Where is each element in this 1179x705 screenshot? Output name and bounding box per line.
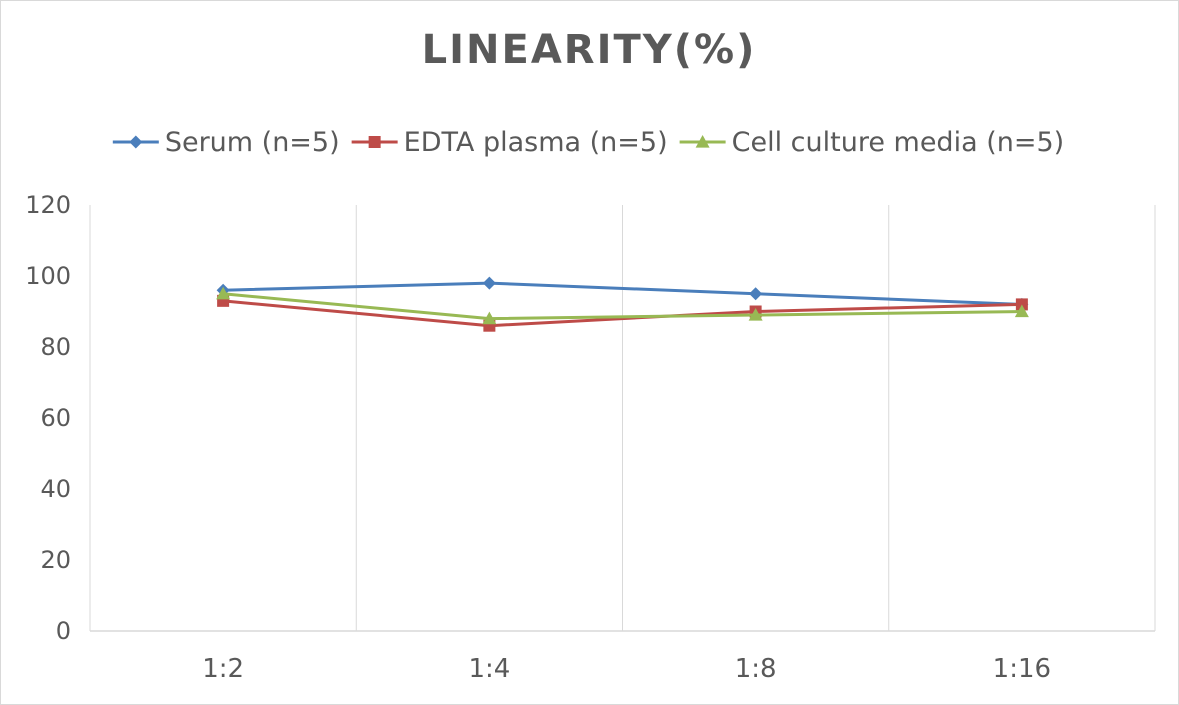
y-tick-label: 60 [40,404,71,432]
legend-marker [695,135,710,148]
x-tick-label: 1:4 [468,654,510,684]
y-tick-label: 100 [25,262,71,290]
data-point [216,286,231,300]
data-point [1015,298,1028,311]
legend-label: Serum (n=5) [165,127,340,158]
data-point [482,276,496,290]
x-tick-label: 1:8 [735,654,777,684]
y-tick-label: 120 [25,191,71,219]
x-axis-ticks: 1:2 1:4 1:8 1:16 [202,654,1051,684]
series-line [223,281,1022,306]
series-line [222,292,1022,321]
legend-item-serum-n-5: Serum (n=5) [112,127,340,158]
legend-marker [368,136,381,148]
legend-marker [129,135,143,149]
data-point [748,308,763,321]
data-point [482,311,497,325]
y-axis-ticks: 0 20 40 60 80 100 120 [25,191,71,645]
data-point [1014,304,1029,318]
legend-item-edta-plasma-n-5: EDTA plasma (n=5) [351,127,668,158]
x-tick-label: 1:16 [993,654,1051,684]
legend-label: Cell culture media (n=5) [732,127,1065,158]
gridlines [89,205,1156,631]
series-cell-culture-media-n-5 [216,286,1029,325]
series-line [222,299,1022,328]
legend-label: EDTA plasma (n=5) [404,127,668,158]
y-tick-label: 80 [40,333,71,361]
y-tick-label: 20 [40,546,71,574]
legend: Serum (n=5) EDTA plasma (n=5) Cell culture… [112,127,1065,158]
legend-item-cell-culture-media-n-5: Cell culture media (n=5) [679,127,1065,158]
series-group [216,276,1029,332]
y-tick-label: 40 [40,475,71,503]
chart-title: LINEARITY(%) [422,27,757,73]
data-point [749,287,763,301]
x-tick-label: 1:2 [202,654,244,684]
y-tick-label: 0 [56,617,71,645]
